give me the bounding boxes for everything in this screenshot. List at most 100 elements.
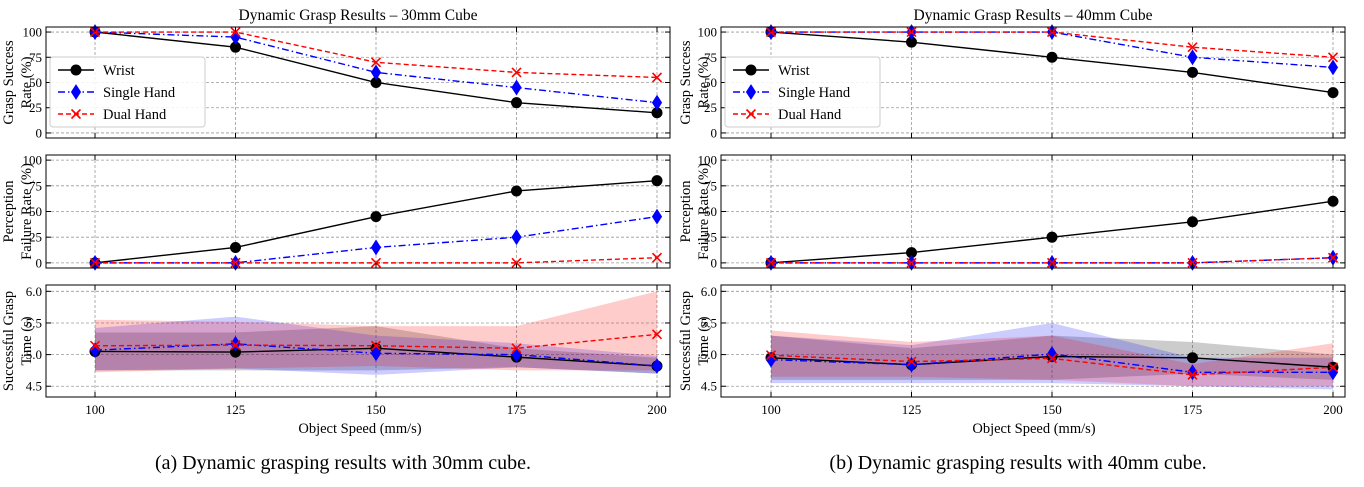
chart-title: Dynamic Grasp Results – 40mm Cube — [914, 7, 1153, 24]
x-tick-label: 125 — [226, 402, 246, 417]
y-axis-label: Successful Grasp — [1, 291, 17, 391]
y-axis-label: Perception — [678, 180, 694, 243]
point-single — [651, 358, 663, 374]
series-dual — [765, 350, 1339, 380]
y-tick-label: 0 — [36, 255, 43, 270]
point-single — [511, 79, 522, 96]
legend-label-dual: Dual Hand — [778, 107, 842, 123]
point-single — [370, 345, 382, 362]
point-wrist — [1187, 66, 1198, 78]
point-single — [1187, 49, 1198, 66]
y-tick-label: 4.5 — [26, 379, 42, 394]
x-tick-label: 150 — [1042, 402, 1062, 417]
y-axis-label: Grasp Success — [678, 40, 694, 125]
y-axis-label: Perception — [1, 180, 17, 243]
caption-a: (a) Dynamic grasping results with 30mm c… — [154, 452, 532, 474]
line-single — [94, 31, 658, 104]
y-axis-label: Successful Grasp — [678, 291, 694, 391]
point-dual — [89, 257, 101, 268]
point-dual — [1046, 26, 1058, 38]
axes-frame — [45, 284, 671, 398]
y-tick-label: 50 — [704, 204, 717, 219]
subplot-3: 4.5 5.0 5.5 6.0 Successful Grasp Time (s) 100 1… — [678, 284, 1346, 437]
y-tick-label: 6.0 — [26, 284, 42, 299]
point-dual — [1327, 252, 1339, 263]
y-tick-label: 5.0 — [26, 347, 42, 362]
legend-box — [724, 56, 881, 128]
point-dual — [511, 257, 522, 268]
point-dual — [89, 340, 101, 351]
y-tick-label: 5.0 — [701, 347, 717, 362]
y-tick-label: 75 — [704, 178, 717, 193]
caption-b: (b) Dynamic grasping results with 40mm c… — [829, 452, 1207, 474]
series-dual — [765, 252, 1339, 268]
chart-2: Dynamic Grasp Results – 40mm Cube 0 25 50 75… — [678, 7, 1346, 437]
y-tick-label: 100 — [698, 153, 718, 168]
axes-frame — [720, 284, 1346, 398]
y-tick-label: 6.0 — [701, 284, 717, 299]
y-tick-label: 4.5 — [701, 379, 717, 394]
subplot-2: 0 25 50 75 100 Perception Failure Rate (%) — [678, 153, 1346, 271]
point-single — [1187, 364, 1198, 381]
series-single — [89, 335, 663, 374]
x-tick-label: 150 — [366, 402, 386, 417]
legend-label-single: Single Hand — [103, 85, 176, 101]
y-tick-label: 25 — [704, 100, 717, 115]
y-tick-label: 75 — [29, 178, 42, 193]
legend-marker-single — [745, 84, 757, 100]
legend-label-wrist: Wrist — [103, 63, 135, 79]
point-single — [370, 239, 382, 256]
subplot-2: 0 25 50 75 100 Perception Failure Rate (%) — [1, 153, 671, 271]
y-tick-label: 50 — [29, 75, 42, 90]
x-tick-label: 125 — [902, 402, 922, 417]
y-tick-label: 75 — [704, 50, 717, 65]
x-tick-label: 200 — [647, 402, 667, 417]
legend-marker-dual — [745, 108, 757, 120]
point-wrist — [1187, 352, 1198, 364]
point-dual — [906, 257, 917, 268]
x-tick-label: 200 — [1323, 402, 1343, 417]
y-axis-label: Rate (%) — [19, 56, 35, 108]
point-wrist — [370, 211, 382, 223]
legend-marker-wrist — [70, 64, 82, 76]
point-dual — [230, 257, 241, 268]
point-dual — [765, 350, 777, 361]
series-dual — [765, 26, 1339, 63]
legend-box — [49, 56, 206, 128]
point-wrist — [651, 175, 663, 187]
point-wrist — [1327, 87, 1339, 99]
legend-label-wrist: Wrist — [778, 63, 810, 79]
point-dual — [1046, 257, 1058, 268]
point-dual — [511, 67, 522, 78]
x-tick-label: 175 — [507, 402, 527, 417]
series-dual — [89, 329, 663, 354]
y-axis-label: Failure Rate (%) — [19, 163, 35, 260]
x-tick-label: 100 — [761, 402, 781, 417]
y-tick-label: 25 — [29, 230, 42, 245]
point-single — [1046, 346, 1058, 362]
point-dual — [1327, 52, 1339, 63]
point-wrist — [1187, 216, 1198, 228]
point-dual — [89, 26, 101, 38]
y-axis-label: Failure Rate (%) — [696, 163, 712, 260]
x-tick-label: 100 — [85, 402, 105, 417]
point-dual — [230, 26, 241, 38]
legend: Wrist Single Hand Dual Hand — [724, 56, 881, 128]
subplot-3: 4.5 5.0 5.5 6.0 Successful Grasp Time (s) 100 1… — [1, 284, 671, 437]
series-single — [89, 208, 663, 271]
point-dual — [1187, 42, 1198, 53]
point-single — [511, 229, 522, 246]
point-dual — [511, 343, 522, 354]
y-tick-label: 5.5 — [701, 315, 717, 330]
point-wrist — [230, 241, 241, 253]
legend-marker-single — [70, 84, 82, 100]
y-tick-label: 100 — [23, 25, 43, 40]
point-dual — [651, 329, 663, 340]
x-tick-label: 175 — [1183, 402, 1203, 417]
y-axis-label: Time (s) — [19, 316, 35, 365]
y-tick-label: 50 — [29, 204, 42, 219]
point-dual — [230, 340, 241, 351]
y-tick-label: 100 — [23, 153, 43, 168]
y-axis-label: Rate (%) — [696, 56, 712, 108]
